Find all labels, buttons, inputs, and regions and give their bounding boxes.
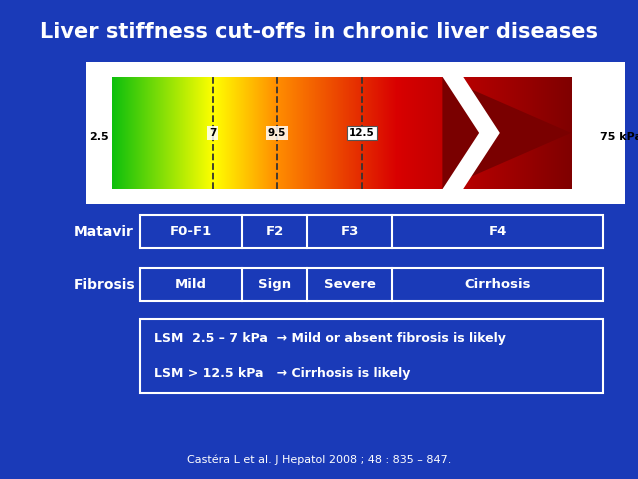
Bar xyxy=(140,268,603,301)
Text: F2: F2 xyxy=(265,225,284,239)
Text: Sign: Sign xyxy=(258,278,291,291)
Text: F3: F3 xyxy=(341,225,359,239)
Text: 12.5: 12.5 xyxy=(349,128,375,138)
Text: 75 kPa: 75 kPa xyxy=(600,132,638,141)
Text: LSM  2.5 – 7 kPa  → Mild or absent fibrosis is likely: LSM 2.5 – 7 kPa → Mild or absent fibrosi… xyxy=(154,332,506,345)
Text: Liver stiffness cut-offs in chronic liver diseases: Liver stiffness cut-offs in chronic live… xyxy=(40,22,598,42)
Text: 9.5: 9.5 xyxy=(268,128,286,138)
Text: Mild: Mild xyxy=(175,278,207,291)
Polygon shape xyxy=(442,77,500,189)
Text: F4: F4 xyxy=(489,225,507,239)
Text: Cirrhosis: Cirrhosis xyxy=(464,278,531,291)
Text: Fibrosis: Fibrosis xyxy=(73,277,135,292)
Bar xyxy=(140,216,603,248)
Text: 2.5: 2.5 xyxy=(89,132,108,141)
Polygon shape xyxy=(442,77,571,189)
Text: Severe: Severe xyxy=(323,278,376,291)
Text: F0-F1: F0-F1 xyxy=(170,225,212,239)
Text: LSM > 12.5 kPa   → Cirrhosis is likely: LSM > 12.5 kPa → Cirrhosis is likely xyxy=(154,366,411,379)
Text: Matavir: Matavir xyxy=(73,225,133,239)
Text: 7: 7 xyxy=(209,128,216,138)
Text: Castéra L et al. J Hepatol 2008 ; 48 : 835 – 847.: Castéra L et al. J Hepatol 2008 ; 48 : 8… xyxy=(187,454,451,465)
